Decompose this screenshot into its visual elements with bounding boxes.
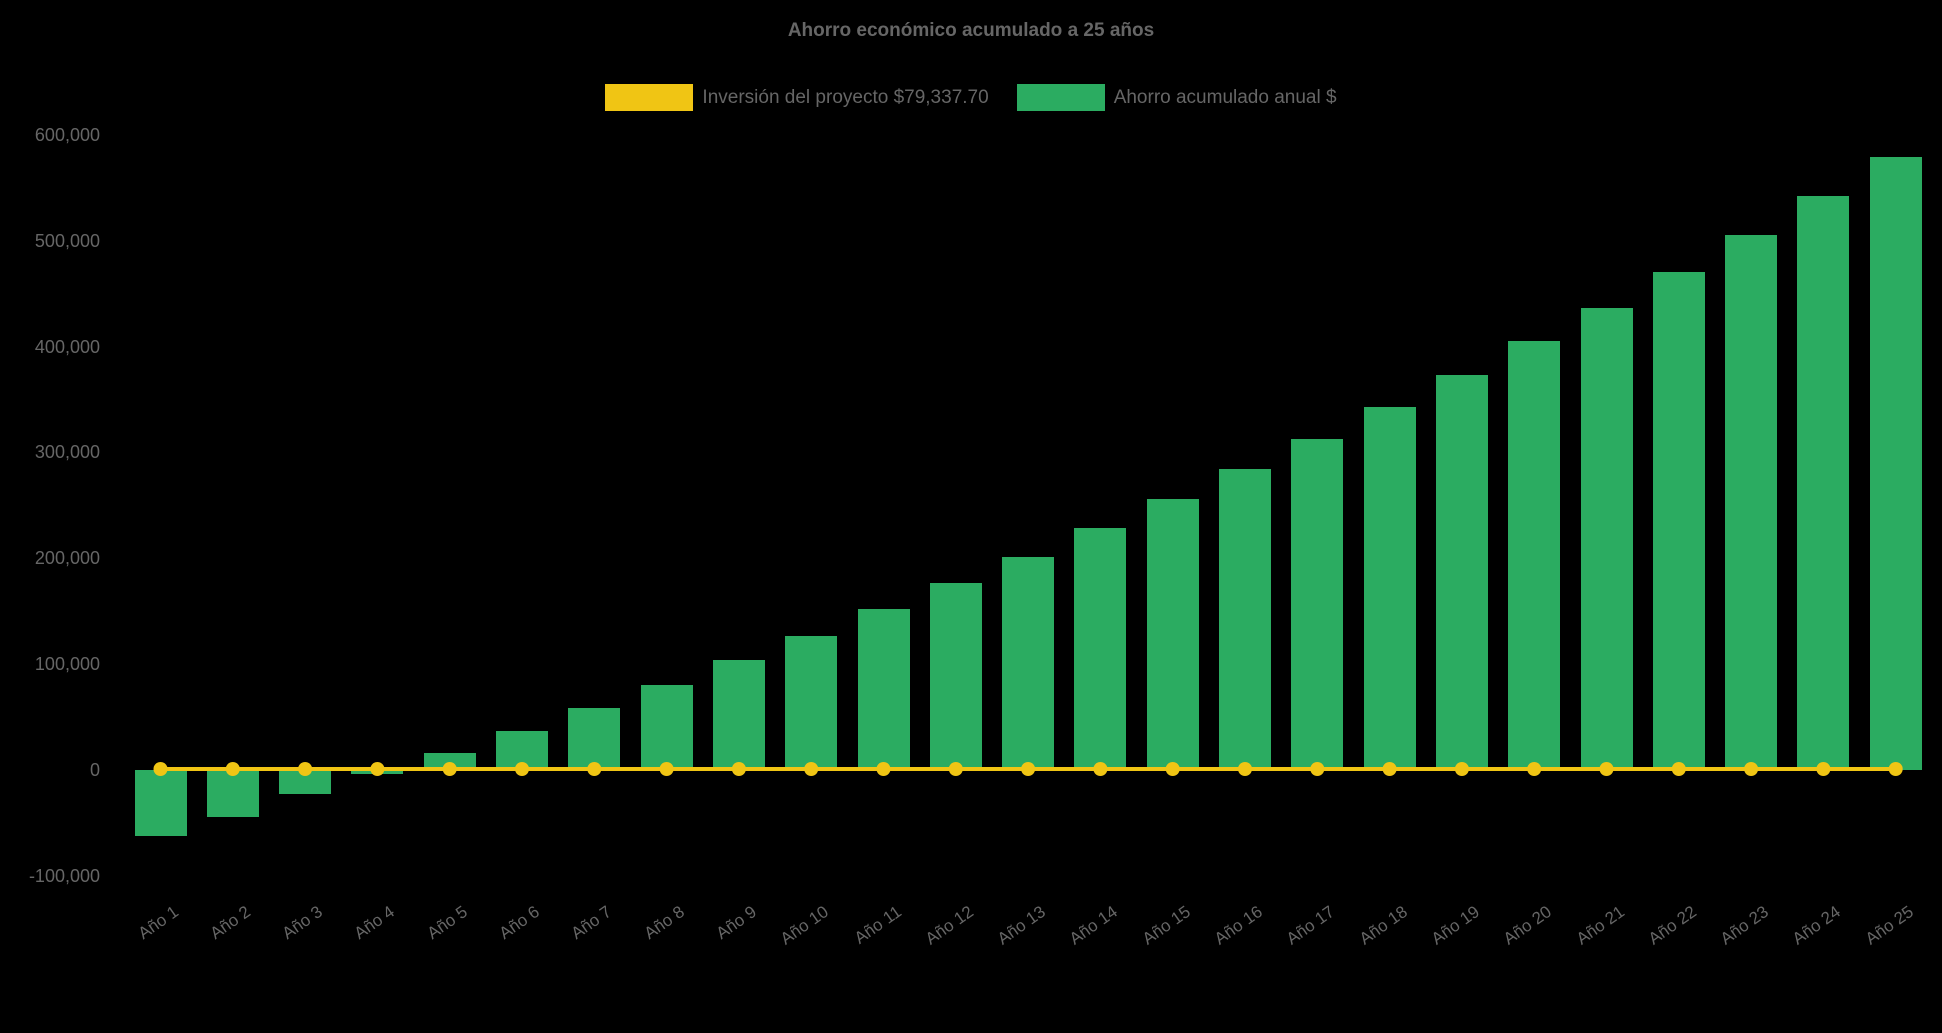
y-axis-label: -100,000 bbox=[28, 865, 100, 886]
investment-marker bbox=[659, 762, 674, 776]
bar-year-14 bbox=[1074, 527, 1127, 770]
y-axis-label: 300,000 bbox=[34, 442, 100, 463]
investment-marker bbox=[1093, 762, 1108, 776]
investment-marker bbox=[442, 762, 457, 776]
legend-swatch-ahorro bbox=[1016, 84, 1105, 111]
legend-swatch-inversion bbox=[605, 84, 694, 111]
y-axis-label: 200,000 bbox=[34, 548, 100, 569]
investment-line-layer bbox=[153, 762, 1903, 776]
investment-marker bbox=[1527, 762, 1542, 776]
investment-marker bbox=[1816, 762, 1831, 776]
bar-year-2 bbox=[206, 770, 259, 817]
investment-marker bbox=[1165, 762, 1180, 776]
investment-marker bbox=[1310, 762, 1325, 776]
bar-year-25 bbox=[1869, 157, 1922, 770]
chart-title: Ahorro económico acumulado a 25 años bbox=[787, 20, 1155, 41]
investment-marker bbox=[1021, 762, 1036, 776]
legend-label-ahorro: Ahorro acumulado anual $ bbox=[1113, 86, 1337, 108]
bar-year-10 bbox=[785, 635, 838, 770]
investment-marker bbox=[587, 762, 602, 776]
investment-marker bbox=[804, 762, 819, 776]
bar-year-1 bbox=[134, 770, 187, 836]
legend-label-inversion: Inversión del proyecto $79,337.70 bbox=[702, 86, 989, 108]
investment-marker bbox=[1599, 762, 1614, 776]
bar-year-13 bbox=[1002, 557, 1055, 770]
investment-marker bbox=[370, 762, 385, 776]
investment-marker bbox=[731, 762, 746, 776]
bar-year-23 bbox=[1725, 235, 1778, 770]
bar-year-12 bbox=[929, 582, 982, 770]
chart-legend: Inversión del proyecto $79,337.70 Ahorro… bbox=[0, 84, 1942, 111]
y-axis-label: 600,000 bbox=[34, 124, 100, 145]
bar-year-15 bbox=[1146, 498, 1199, 770]
legend-item-inversion[interactable]: Inversión del proyecto $79,337.70 bbox=[605, 84, 989, 111]
investment-marker bbox=[1382, 762, 1397, 776]
bar-year-22 bbox=[1652, 272, 1705, 770]
bar-year-16 bbox=[1219, 469, 1271, 770]
investment-marker bbox=[948, 762, 963, 776]
bar-year-7 bbox=[568, 707, 621, 770]
investment-marker bbox=[876, 762, 891, 776]
investment-marker bbox=[298, 762, 313, 776]
investment-marker bbox=[1238, 762, 1252, 776]
bar-year-24 bbox=[1797, 196, 1850, 770]
y-axis-label: 100,000 bbox=[34, 654, 100, 675]
investment-marker bbox=[225, 762, 240, 776]
bar-year-20 bbox=[1508, 341, 1561, 770]
y-axis-label: 400,000 bbox=[34, 336, 100, 357]
investment-marker bbox=[515, 762, 529, 776]
bar-year-17 bbox=[1291, 438, 1344, 770]
bar-year-19 bbox=[1435, 375, 1488, 770]
investment-marker bbox=[1744, 762, 1759, 776]
investment-marker bbox=[1888, 762, 1903, 776]
chart-canvas: Ahorro económico acumulado a 25 años Inv… bbox=[0, 20, 1942, 949]
y-axis-label: 0 bbox=[89, 760, 100, 780]
bar-year-11 bbox=[857, 609, 910, 770]
investment-marker bbox=[1671, 762, 1686, 776]
bar-year-18 bbox=[1363, 406, 1416, 770]
bar-year-8 bbox=[640, 685, 693, 770]
y-axis-label: 500,000 bbox=[34, 230, 100, 251]
legend-item-ahorro[interactable]: Ahorro acumulado anual $ bbox=[1016, 84, 1337, 111]
investment-marker bbox=[153, 762, 168, 776]
bar-year-9 bbox=[712, 659, 765, 770]
investment-marker bbox=[1454, 762, 1469, 776]
bar-year-5 bbox=[423, 753, 476, 770]
bar-year-21 bbox=[1580, 308, 1633, 770]
